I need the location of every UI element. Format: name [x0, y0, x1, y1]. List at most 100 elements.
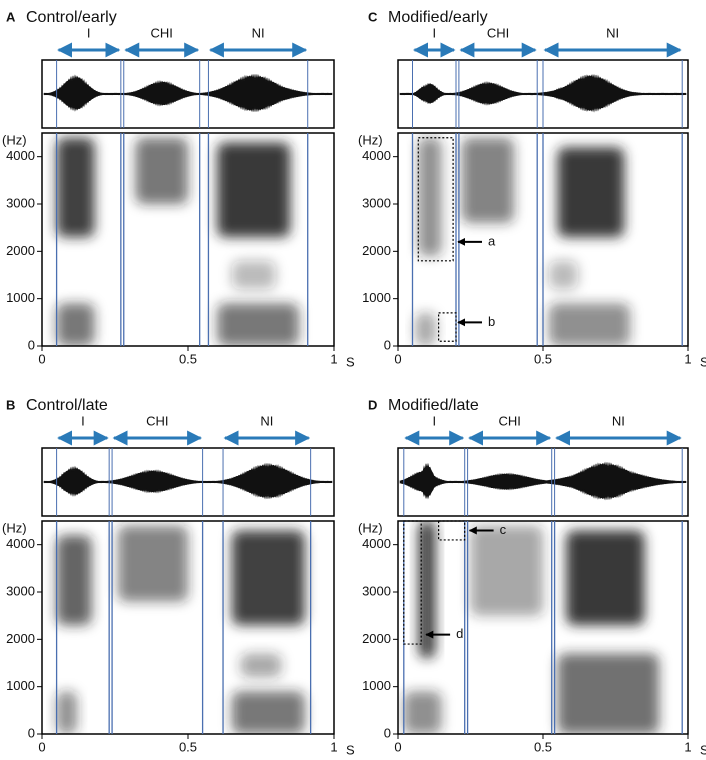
waveform-frame — [41, 59, 335, 129]
x-axis-label: S — [700, 354, 706, 369]
panel-letter: C — [368, 9, 378, 24]
x-tick-label: 0.5 — [179, 739, 197, 754]
energy-region — [418, 521, 436, 659]
x-tick-label: 0 — [394, 351, 401, 366]
annotation-label: a — [488, 233, 496, 248]
y-tick-label: 1000 — [6, 290, 35, 305]
spectrogram — [56, 525, 305, 734]
energy-region — [470, 525, 543, 616]
dashed-box — [438, 312, 457, 342]
segment-label: I — [432, 413, 436, 428]
x-tick-label: 1 — [684, 739, 691, 754]
spectrogram — [403, 521, 659, 734]
y-tick-label: 4000 — [362, 148, 391, 163]
y-tick-label: 4000 — [362, 536, 391, 551]
x-tick-label: 0.5 — [534, 739, 552, 754]
segment-label: CHI — [151, 25, 173, 40]
x-axis-label: S — [346, 742, 355, 757]
waveform — [43, 462, 333, 500]
panel-title: Control/late — [26, 397, 108, 414]
dashed-box — [403, 520, 422, 645]
energy-region — [56, 137, 95, 238]
energy-region — [557, 147, 625, 238]
x-axis-label: S — [346, 354, 355, 369]
x-tick-label: 1 — [330, 351, 337, 366]
x-tick-label: 0.5 — [179, 351, 197, 366]
x-tick-label: 1 — [330, 739, 337, 754]
y-tick-label: 1000 — [6, 678, 35, 693]
energy-region — [117, 525, 188, 602]
spectrogram — [56, 137, 299, 346]
energy-region — [231, 530, 305, 626]
energy-region — [56, 303, 95, 346]
y-tick-label: 0 — [28, 725, 35, 740]
energy-region — [217, 303, 299, 346]
segment-label: CHI — [487, 25, 509, 40]
y-tick-label: 3000 — [362, 195, 391, 210]
energy-region — [231, 260, 276, 290]
x-tick-label: 1 — [684, 351, 691, 366]
segment-label: NI — [252, 25, 265, 40]
panel-title: Modified/early — [388, 9, 488, 26]
energy-region — [418, 137, 442, 257]
y-tick-label: 0 — [28, 337, 35, 352]
dashed-box — [438, 520, 466, 541]
energy-region — [403, 691, 442, 734]
y-tick-label: 2000 — [6, 631, 35, 646]
energy-region — [557, 653, 659, 734]
y-tick-label: 3000 — [362, 583, 391, 598]
annotation-label: b — [488, 314, 495, 329]
x-tick-label: 0.5 — [534, 351, 552, 366]
x-tick-label: 0 — [394, 739, 401, 754]
y-tick-label: 0 — [384, 337, 391, 352]
x-axis-label: S — [700, 742, 706, 757]
y-tick-label: 1000 — [362, 678, 391, 693]
x-tick-label: 0 — [38, 739, 45, 754]
waveform — [43, 73, 333, 113]
energy-region — [240, 653, 282, 678]
waveform-frame — [397, 447, 689, 517]
annotation-label: d — [456, 626, 463, 641]
energy-region — [461, 137, 514, 223]
segment-label: NI — [612, 413, 625, 428]
panel-title: Modified/late — [388, 397, 479, 414]
y-tick-label: 0 — [384, 725, 391, 740]
y-tick-label: 2000 — [6, 243, 35, 258]
segment-label: NI — [606, 25, 619, 40]
panel-letter: B — [6, 397, 15, 412]
panel-letter: A — [6, 9, 16, 24]
y-axis-label: (Hz) — [358, 132, 383, 147]
spectrogram — [415, 137, 630, 346]
annotation-label: c — [500, 522, 507, 537]
energy-region — [566, 530, 645, 626]
x-tick-label: 0 — [38, 351, 45, 366]
y-axis-label: (Hz) — [2, 132, 27, 147]
energy-region — [135, 137, 188, 204]
y-tick-label: 2000 — [362, 631, 391, 646]
segment-label: I — [81, 413, 85, 428]
energy-region — [56, 691, 78, 734]
segment-label: I — [432, 25, 436, 40]
segment-label: CHI — [498, 413, 520, 428]
y-tick-label: 1000 — [362, 290, 391, 305]
segment-label: NI — [260, 413, 273, 428]
energy-region — [548, 303, 630, 346]
y-tick-label: 3000 — [6, 583, 35, 598]
waveform-frame — [41, 447, 335, 517]
panel-letter: D — [368, 397, 377, 412]
waveform — [399, 461, 687, 501]
segment-label: I — [87, 25, 91, 40]
y-tick-label: 4000 — [6, 148, 35, 163]
energy-region — [231, 691, 305, 734]
energy-region — [56, 535, 92, 626]
y-axis-label: (Hz) — [358, 520, 383, 535]
energy-region — [217, 142, 291, 238]
energy-region — [415, 312, 436, 346]
panel-title: Control/early — [26, 9, 117, 26]
energy-region — [548, 260, 578, 290]
segment-label: CHI — [146, 413, 168, 428]
y-tick-label: 2000 — [362, 243, 391, 258]
y-tick-label: 3000 — [6, 195, 35, 210]
dashed-box — [417, 137, 454, 262]
